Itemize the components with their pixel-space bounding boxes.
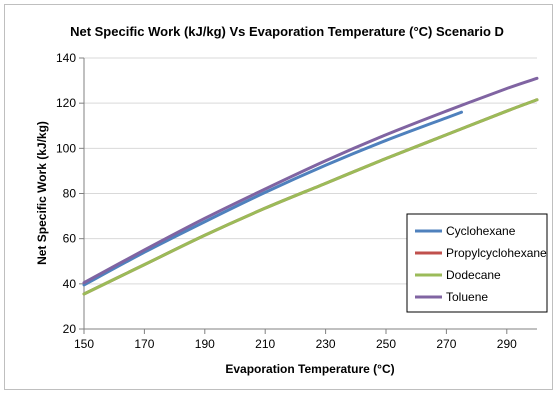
- series-group: [82, 76, 539, 296]
- series-line-dodecane: [82, 98, 539, 296]
- legend-label-propylcyclohexane: Propylcyclohexane: [446, 246, 547, 260]
- legend-label-cyclohexane: Cyclohexane: [446, 224, 516, 238]
- y-tick-label: 120: [56, 96, 76, 110]
- y-tick-label: 60: [63, 232, 77, 246]
- y-tick-label: 40: [63, 277, 77, 291]
- legend-label-toluene: Toluene: [446, 290, 488, 304]
- x-tick-label: 230: [316, 337, 336, 351]
- x-tick-label: 270: [436, 337, 456, 351]
- x-tick-label: 150: [74, 337, 94, 351]
- y-tick-label: 80: [63, 187, 77, 201]
- chart-title: Net Specific Work (kJ/kg) Vs Evaporation…: [70, 24, 504, 39]
- y-tick-label: 20: [63, 322, 77, 336]
- series-line-toluene: [82, 76, 539, 285]
- x-tick-label: 210: [255, 337, 275, 351]
- axes: 20 40 60 80 100 120 140 150 170 190 210 230 250 270 29…: [56, 51, 537, 351]
- x-tick-label: 250: [376, 337, 396, 351]
- legend-label-dodecane: Dodecane: [446, 268, 501, 282]
- x-tick-label: 190: [195, 337, 215, 351]
- x-axis-label: Evaporation Temperature (°C): [225, 362, 394, 376]
- series-line-cyclohexane: [82, 110, 463, 287]
- y-tick-label: 100: [56, 141, 76, 155]
- x-tick-label: 170: [134, 337, 154, 351]
- x-tick-label: 290: [497, 337, 517, 351]
- legend: Cyclohexane Propylcyclohexane Dodecane Tolu…: [406, 213, 548, 313]
- y-tick-label: 140: [56, 51, 76, 65]
- y-axis-label: Net Specific Work (kJ/kg): [35, 121, 49, 265]
- chart-frame: [4, 4, 553, 390]
